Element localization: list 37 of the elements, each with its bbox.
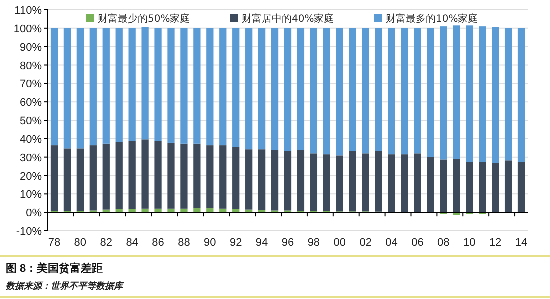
- x-tick-label: 06: [412, 237, 424, 249]
- y-tick-label: 110%: [14, 5, 42, 17]
- x-tick-label: 00: [334, 237, 346, 249]
- x-tick-label: 14: [515, 237, 528, 249]
- legend-label: 财富居中的40%家庭: [242, 13, 334, 25]
- x-tick-label: 80: [74, 237, 87, 249]
- x-tick-label: 96: [282, 237, 294, 249]
- y-tick-label: 70%: [20, 78, 42, 91]
- y-tick-label: 40%: [20, 134, 42, 146]
- x-tick-label: 86: [152, 237, 164, 249]
- y-tick-label: 90%: [20, 42, 42, 54]
- y-tick-label: 30%: [20, 152, 42, 164]
- y-tick-label: 100%: [14, 23, 42, 36]
- x-tick-label: 78: [48, 237, 61, 249]
- x-tick-label: 84: [126, 237, 138, 249]
- y-tick-label: 10%: [20, 189, 42, 202]
- x-tick-label: 92: [230, 237, 242, 249]
- source-note: 数据来源：世界不平等数据库: [5, 281, 125, 291]
- x-tick-label: 04: [386, 237, 398, 249]
- y-tick-label: 80%: [20, 60, 42, 72]
- y-tick-label: 50%: [20, 116, 42, 128]
- legend-label: 财富最少的50%家庭: [98, 13, 190, 25]
- x-tick-label: 90: [204, 237, 216, 249]
- x-tick-label: 08: [438, 237, 450, 249]
- x-tick-label: 82: [100, 237, 113, 249]
- y-tick-label: 0%: [26, 208, 42, 220]
- legend-label: 财富最多的10%家庭: [386, 13, 478, 25]
- x-tick-label: 02: [360, 237, 372, 249]
- x-tick-label: 10: [463, 237, 476, 249]
- x-tick-label: 88: [178, 237, 190, 249]
- x-tick-label: 98: [308, 237, 320, 249]
- y-tick-label: 20%: [20, 170, 42, 183]
- x-tick-label: 94: [256, 237, 268, 249]
- y-tick-label: -10%: [16, 226, 42, 238]
- text: 图 8：美国贫富差距: [6, 262, 104, 275]
- y-tick-label: 60%: [20, 97, 42, 110]
- x-tick-label: 12: [489, 237, 502, 249]
